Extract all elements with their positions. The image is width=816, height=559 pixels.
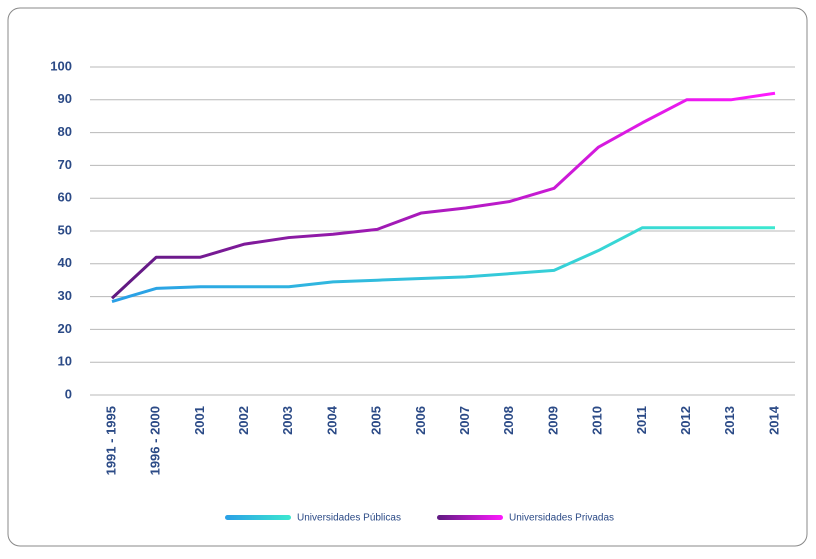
legend-label: Universidades Públicas	[297, 513, 401, 524]
legend-label: Universidades Privadas	[509, 513, 614, 524]
x-tick-label: 2010	[590, 406, 605, 435]
y-tick-label: 0	[65, 386, 72, 401]
y-tick-label: 60	[58, 190, 72, 205]
x-tick-label: 1991 - 1995	[103, 406, 118, 475]
x-tick-label: 2014	[766, 405, 781, 435]
y-tick-label: 30	[58, 288, 72, 303]
legend-swatch	[437, 515, 503, 520]
x-tick-label: 2004	[324, 405, 339, 435]
x-tick-label: 2001	[192, 406, 207, 435]
x-tick-label: 2007	[457, 406, 472, 435]
x-tick-label: 2012	[678, 406, 693, 435]
legend-swatch	[225, 515, 291, 520]
y-tick-label: 10	[58, 354, 72, 369]
x-tick-label: 2005	[369, 406, 384, 435]
y-tick-label: 90	[58, 91, 72, 106]
x-tick-label: 2002	[236, 406, 251, 435]
y-tick-label: 40	[58, 255, 72, 270]
frame	[7, 7, 808, 547]
x-tick-label: 1996 - 2000	[148, 406, 163, 475]
x-tick-label: 2009	[545, 406, 560, 435]
x-tick-label: 2013	[722, 406, 737, 435]
y-tick-label: 80	[58, 124, 72, 139]
x-tick-label: 2011	[634, 406, 649, 434]
x-tick-label: 2003	[280, 406, 295, 435]
y-tick-label: 100	[50, 58, 72, 73]
x-tick-label: 2008	[501, 406, 516, 435]
series-line	[110, 91, 776, 300]
y-tick-label: 20	[58, 321, 72, 336]
y-tick-label: 50	[58, 222, 72, 237]
y-tick-label: 70	[58, 157, 72, 172]
x-tick-label: 2006	[413, 406, 428, 435]
series-line	[111, 226, 775, 303]
